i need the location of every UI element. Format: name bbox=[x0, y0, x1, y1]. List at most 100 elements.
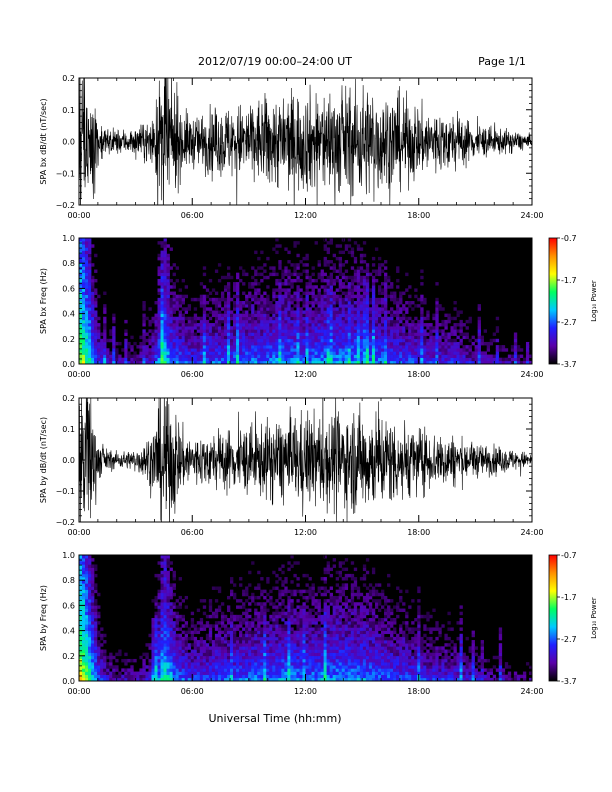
spectrogram-cell bbox=[178, 351, 182, 355]
spectrogram-cell bbox=[230, 668, 234, 672]
spectrogram-cell bbox=[121, 658, 125, 663]
spectrogram-cell bbox=[226, 345, 231, 349]
spectrogram-cell bbox=[208, 348, 213, 352]
spectrogram-cell bbox=[226, 319, 231, 324]
spectrogram-cell bbox=[402, 341, 406, 346]
spectrogram-cell bbox=[468, 316, 472, 321]
spectrogram-cell bbox=[166, 577, 170, 581]
spectrogram-cell bbox=[278, 646, 282, 650]
spectrogram-cell bbox=[115, 652, 119, 657]
spectrogram-cell bbox=[263, 677, 267, 682]
spectrogram-cell bbox=[139, 345, 143, 349]
spectrogram-cell bbox=[278, 260, 282, 264]
spectrogram-cell bbox=[169, 611, 173, 616]
spectrogram-cell bbox=[157, 668, 161, 672]
spectrogram-cell bbox=[79, 278, 83, 283]
spectrogram-cell bbox=[157, 671, 161, 675]
spectrogram-cell bbox=[85, 291, 89, 295]
spectrogram-cell bbox=[239, 278, 243, 283]
spectrogram-cell bbox=[371, 313, 376, 318]
spectrogram-cell bbox=[178, 577, 182, 581]
spectrogram-cell bbox=[82, 360, 86, 365]
spectrogram-cell bbox=[329, 360, 333, 365]
spectrogram-cell bbox=[172, 263, 176, 267]
spectrogram-cell bbox=[211, 329, 216, 333]
spectrogram-cell bbox=[347, 307, 352, 311]
spectrogram-cell bbox=[148, 643, 152, 647]
spectrogram-cell bbox=[166, 307, 170, 311]
spectrogram-cell bbox=[263, 332, 267, 336]
y-axis-label: SPA by dB/dt (nT/sec) bbox=[39, 417, 48, 503]
spectrogram-cell bbox=[308, 627, 312, 631]
spectrogram-cell bbox=[317, 335, 321, 340]
spectrogram-cell bbox=[477, 348, 481, 352]
spectrogram-cell bbox=[100, 338, 104, 343]
spectrogram-cell bbox=[396, 338, 400, 343]
spectrogram-cell bbox=[435, 313, 439, 318]
spectrogram-cell bbox=[374, 341, 379, 346]
spectrogram-cell bbox=[163, 272, 167, 277]
spectrogram-cell bbox=[88, 291, 92, 295]
spectrogram-cell bbox=[284, 266, 288, 270]
spectrogram-cell bbox=[356, 307, 361, 311]
spectrogram-cell bbox=[296, 614, 300, 619]
spectrogram-cell bbox=[272, 357, 276, 362]
spectrogram-cell bbox=[399, 332, 403, 336]
spectrogram-cell bbox=[420, 357, 424, 362]
spectrogram-cell bbox=[148, 662, 152, 666]
spectrogram-cell bbox=[91, 573, 95, 578]
spectrogram-cell bbox=[284, 329, 288, 333]
spectrogram-cell bbox=[172, 636, 176, 641]
spectrogram-cell bbox=[166, 272, 170, 277]
panel-bx-dbdt: −0.2−0.10.00.10.200:00 06:00 12:00 18:00 24:… bbox=[39, 74, 544, 220]
spectrogram-cell bbox=[163, 323, 167, 327]
spectrogram-cell bbox=[236, 301, 240, 305]
spectrogram-cell bbox=[187, 335, 192, 340]
spectrogram-cell bbox=[205, 658, 210, 663]
spectrogram-cell bbox=[100, 649, 104, 653]
spectrogram-cell bbox=[202, 646, 207, 650]
spectrogram-cell bbox=[293, 360, 297, 365]
spectrogram-cell bbox=[438, 351, 442, 355]
spectrogram-cell bbox=[160, 583, 164, 587]
spectrogram-cell bbox=[94, 297, 98, 302]
spectrogram-cell bbox=[498, 360, 503, 365]
spectrogram-cell bbox=[205, 307, 210, 311]
spectrogram-cell bbox=[202, 332, 207, 336]
spectrogram-cell bbox=[402, 332, 406, 336]
spectrogram-cell bbox=[384, 266, 388, 270]
spectrogram-cell bbox=[284, 272, 288, 277]
spectrogram-cell bbox=[278, 244, 282, 248]
spectrogram-cell bbox=[365, 310, 370, 314]
spectrogram-cell bbox=[79, 589, 83, 594]
spectrogram-cell bbox=[287, 605, 291, 609]
spectrogram-cell bbox=[160, 357, 164, 362]
spectrogram-cell bbox=[254, 611, 258, 616]
spectrogram-cell bbox=[100, 643, 104, 647]
spectrogram-cell bbox=[317, 307, 321, 311]
spectrogram-cell bbox=[296, 310, 300, 314]
spectrogram-cell bbox=[245, 313, 249, 318]
spectrogram-cell bbox=[190, 630, 195, 635]
spectrogram-cell bbox=[239, 658, 243, 663]
spectrogram-cell bbox=[266, 256, 270, 261]
spectrogram-cell bbox=[208, 646, 213, 650]
spectrogram-cell bbox=[281, 338, 285, 343]
spectrogram-cell bbox=[175, 671, 179, 675]
spectrogram-cell bbox=[323, 278, 327, 283]
spectrogram-cell bbox=[308, 307, 312, 311]
spectrogram-cell bbox=[411, 354, 415, 358]
spectrogram-cell bbox=[281, 630, 285, 635]
spectrogram-cell bbox=[368, 332, 373, 336]
spectrogram-cell bbox=[293, 241, 297, 245]
spectrogram-cell bbox=[175, 624, 179, 628]
spectrogram-cell bbox=[163, 671, 167, 675]
spectrogram-cell bbox=[305, 360, 309, 365]
spectrogram-cell bbox=[169, 592, 173, 597]
spectrogram-cell bbox=[85, 595, 89, 600]
spectrogram-cell bbox=[384, 304, 388, 308]
spectrogram-cell bbox=[82, 668, 86, 672]
spectrogram-cell bbox=[284, 577, 288, 581]
spectrogram-cell bbox=[296, 677, 300, 682]
spectrogram-cell bbox=[199, 316, 204, 321]
